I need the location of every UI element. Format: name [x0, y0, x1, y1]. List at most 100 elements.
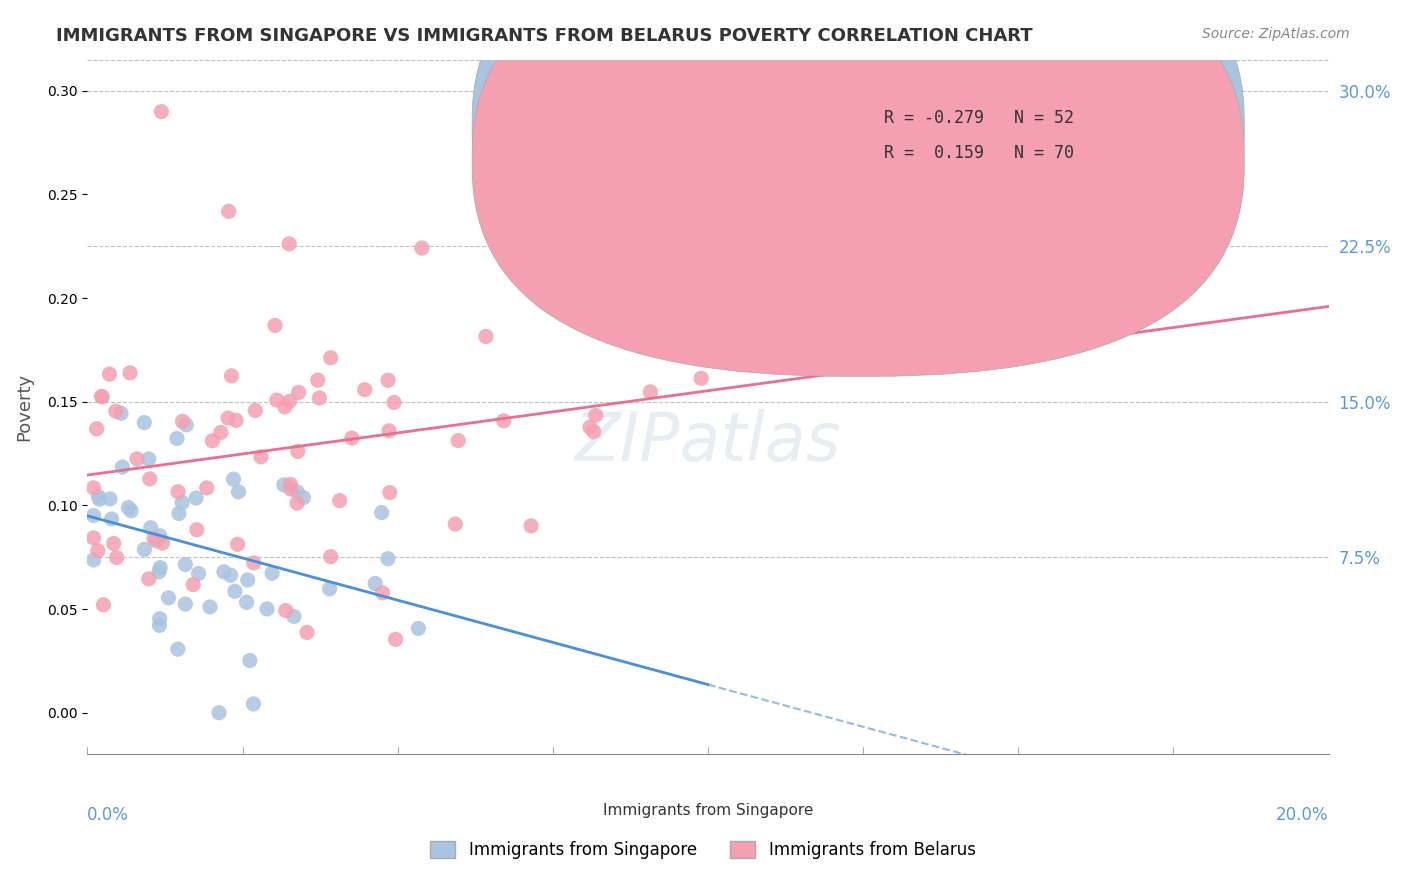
Point — [262, 566, 284, 581]
Point — [157, 591, 180, 605]
Point — [103, 536, 125, 550]
Point — [117, 500, 139, 515]
Point — [640, 384, 662, 399]
Text: R =  0.159   N = 70: R = 0.159 N = 70 — [884, 144, 1074, 161]
Point — [377, 373, 399, 387]
Point — [582, 425, 605, 439]
Point — [378, 485, 401, 500]
Point — [307, 373, 329, 387]
Text: 0.0%: 0.0% — [87, 806, 129, 824]
Point — [187, 566, 209, 581]
Point — [181, 577, 204, 591]
Point — [172, 414, 194, 428]
Point — [83, 531, 105, 545]
Point — [167, 507, 190, 521]
Point — [209, 425, 232, 440]
Point — [475, 329, 498, 343]
Point — [139, 521, 162, 535]
Point — [83, 508, 105, 523]
Text: IMMIGRANTS FROM SINGAPORE VS IMMIGRANTS FROM BELARUS POVERTY CORRELATION CHART: IMMIGRANTS FROM SINGAPORE VS IMMIGRANTS … — [56, 27, 1033, 45]
Text: R = -0.279   N = 52: R = -0.279 N = 52 — [884, 109, 1074, 127]
Point — [186, 523, 208, 537]
Point — [217, 411, 239, 425]
FancyBboxPatch shape — [814, 87, 1174, 192]
Point — [319, 351, 342, 365]
Point — [285, 496, 308, 510]
Point — [110, 406, 132, 420]
Point — [492, 414, 515, 428]
Point — [353, 383, 375, 397]
Point — [172, 495, 194, 509]
Point — [690, 371, 713, 385]
Point — [280, 477, 302, 491]
Point — [280, 482, 302, 496]
Point — [145, 533, 167, 548]
Point — [111, 460, 134, 475]
Point — [174, 417, 197, 432]
Point — [83, 481, 105, 495]
Point — [239, 653, 262, 667]
Point — [138, 572, 160, 586]
Point — [245, 403, 267, 417]
Point — [266, 393, 288, 408]
Point — [149, 529, 172, 543]
Point — [236, 573, 259, 587]
Point — [292, 491, 315, 505]
Point — [89, 492, 111, 507]
Point — [134, 542, 156, 557]
FancyBboxPatch shape — [472, 0, 1244, 342]
Point — [208, 706, 231, 720]
Point — [520, 519, 543, 533]
Point — [98, 367, 121, 381]
Point — [174, 558, 197, 572]
Point — [166, 642, 188, 657]
Point — [125, 451, 148, 466]
Point — [152, 536, 174, 550]
Point — [201, 434, 224, 448]
Point — [256, 602, 278, 616]
Point — [120, 504, 142, 518]
Point — [91, 390, 114, 404]
Point — [225, 413, 247, 427]
FancyBboxPatch shape — [472, 0, 1244, 376]
Point — [308, 391, 330, 405]
Point — [174, 597, 197, 611]
Point — [149, 560, 172, 574]
Point — [283, 609, 305, 624]
Point — [274, 604, 297, 618]
Point — [139, 472, 162, 486]
Point — [87, 543, 110, 558]
Point — [222, 472, 245, 486]
Point — [218, 204, 240, 219]
Point — [378, 424, 401, 438]
Point — [143, 532, 166, 546]
Point — [235, 595, 257, 609]
Point — [221, 368, 243, 383]
Point — [444, 517, 467, 532]
Text: ZIPatlas: ZIPatlas — [575, 409, 841, 475]
Point — [371, 586, 394, 600]
Point — [382, 395, 405, 409]
Point — [198, 599, 221, 614]
Point — [318, 582, 340, 596]
Point — [295, 625, 318, 640]
Y-axis label: Poverty: Poverty — [15, 373, 32, 441]
Legend: Immigrants from Singapore, Immigrants from Belarus: Immigrants from Singapore, Immigrants fr… — [423, 834, 983, 866]
Point — [118, 366, 141, 380]
Point — [219, 568, 242, 582]
Text: Immigrants from Singapore: Immigrants from Singapore — [603, 803, 813, 818]
Point — [273, 478, 295, 492]
Point — [242, 556, 264, 570]
Point — [285, 484, 308, 499]
Point — [411, 241, 433, 255]
Point — [585, 409, 607, 423]
Point — [579, 420, 602, 434]
Point — [224, 584, 246, 599]
Point — [1038, 260, 1060, 274]
Point — [264, 318, 287, 333]
Point — [93, 598, 115, 612]
Point — [83, 553, 105, 567]
Point — [149, 612, 172, 626]
Point — [86, 422, 108, 436]
Point — [87, 490, 110, 504]
